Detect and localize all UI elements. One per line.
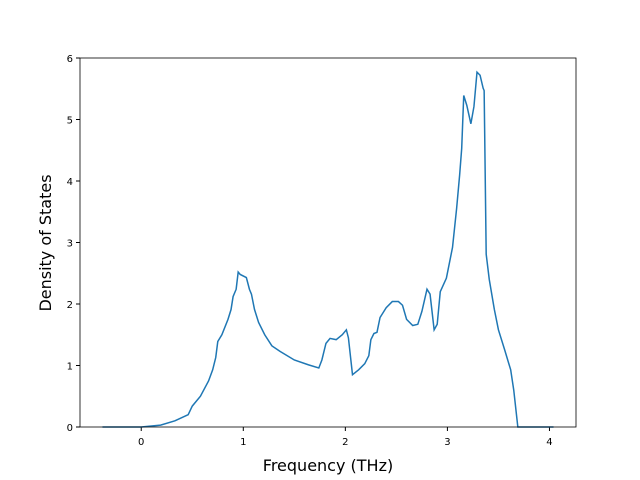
plot-frame: [79, 57, 577, 428]
y-tick-label: 5: [67, 116, 73, 127]
y-tick-label: 0: [67, 423, 73, 434]
y-tick-label: 6: [67, 54, 73, 65]
y-tick-label: 4: [67, 177, 73, 188]
x-axis-label: Frequency (THz): [263, 456, 393, 475]
dos-line: [102, 70, 554, 428]
x-tick-label: 0: [138, 437, 144, 448]
y-tick-label: 3: [67, 239, 73, 250]
x-tick-label: 1: [240, 437, 246, 448]
y-tick-label: 1: [67, 362, 73, 373]
y-axis-label: Density of States: [36, 174, 55, 311]
x-tick-label: 4: [546, 437, 552, 448]
y-tick-label: 2: [67, 300, 73, 311]
x-tick-label: 2: [342, 437, 348, 448]
x-tick-label: 3: [444, 437, 450, 448]
